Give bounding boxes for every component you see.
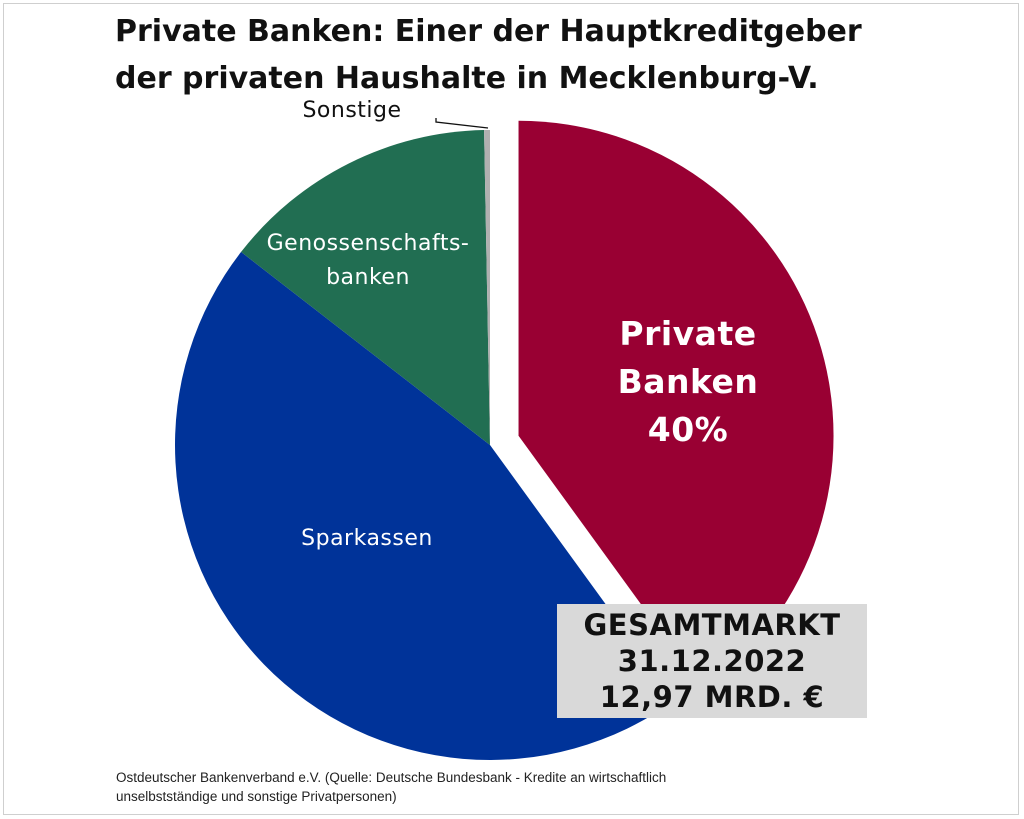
chart-title-line-2: der privaten Haushalte in Mecklenburg-V. — [115, 61, 819, 96]
slice-label-line: Sparkassen — [301, 526, 433, 551]
source-line-2: unselbstständige und sonstige Privatpers… — [116, 789, 397, 804]
slice-label-line: Banken — [618, 362, 759, 401]
slice-label-line: Sonstige — [302, 98, 401, 123]
pie-slice-sonstige — [484, 130, 490, 445]
total-market-label: GESAMTMARKT — [583, 608, 841, 642]
pie-slice-sparkassen — [174, 251, 676, 761]
slice-label-line: 40% — [648, 410, 729, 449]
slice-label-line: banken — [326, 265, 410, 290]
sonstige-leader-line — [435, 118, 489, 129]
source-footer: Ostdeutscher Bankenverband e.V. (Quelle:… — [116, 768, 996, 806]
chart-frame — [3, 3, 1019, 815]
slice-label-sonstige: Sonstige — [302, 98, 401, 123]
slice-label-genossenschaftsbanken: Genossenschafts-banken — [267, 231, 470, 290]
total-market-amount: 12,97 MRD. € — [599, 680, 825, 714]
slice-label-line: Private — [619, 314, 756, 353]
slice-label-line: Genossenschafts- — [267, 231, 470, 256]
source-line-1: Ostdeutscher Bankenverband e.V. (Quelle:… — [116, 770, 667, 785]
chart-title-line-1: Private Banken: Einer der Hauptkreditgeb… — [115, 14, 862, 49]
slice-label-private-banken: Private Banken 40% — [618, 314, 759, 449]
total-market-box: GESAMTMARKT 31.12.2022 12,97 MRD. € — [557, 604, 867, 718]
pie-slice-genossenschaftsbanken — [241, 130, 490, 445]
slice-label-sparkassen: Sparkassen — [301, 526, 433, 551]
total-market-date: 31.12.2022 — [617, 644, 807, 678]
pie-slice-private-banken — [518, 120, 834, 691]
chart-title: Private Banken: Einer der Hauptkreditgeb… — [115, 8, 915, 102]
